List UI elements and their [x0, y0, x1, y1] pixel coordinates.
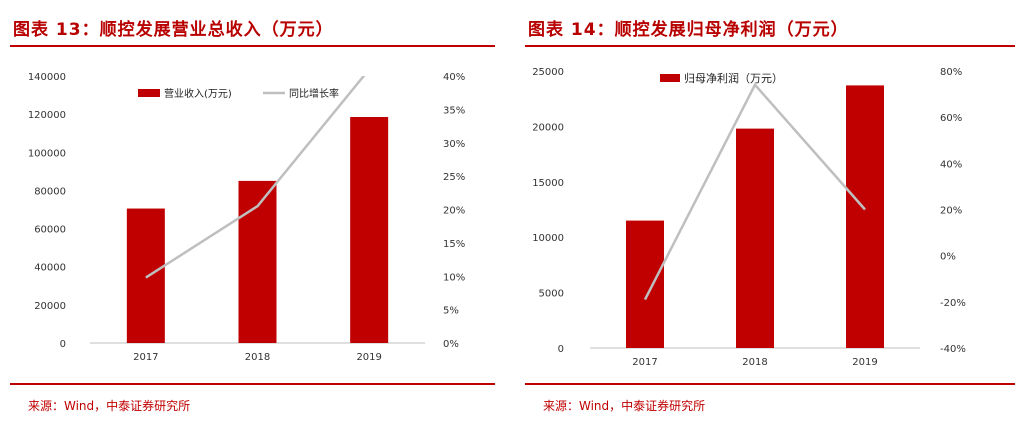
chart-title: 图表 14：顺控发展归母净利润（万元） [528, 20, 849, 40]
bar [846, 85, 884, 349]
title-divider [10, 45, 495, 47]
y-right-tick-label: 40% [443, 72, 465, 83]
y-right-tick-label: -40% [940, 344, 966, 355]
y-right-tick-label: -20% [940, 298, 966, 309]
y-right-tick-label: 30% [443, 139, 465, 150]
series-line [643, 82, 866, 301]
y-left-tick-label: 80000 [34, 186, 66, 197]
legend-label: 同比增长率 [289, 87, 339, 100]
x-tick-label: 2017 [133, 352, 158, 363]
chart-panel-right: 图表 14：顺控发展归母净利润（万元） 0 5000 10000 15000 20000… [515, 0, 1020, 427]
y-right-tick-label: 80% [940, 67, 962, 78]
y-right-tick-label: 10% [443, 272, 465, 283]
x-tick-label: 2019 [852, 357, 877, 368]
y-right-tick-label: 60% [940, 113, 962, 124]
legend-label: 营业收入(万元) [164, 87, 232, 100]
x-tick-label: 2017 [632, 357, 657, 368]
y-left-tick-label: 0 [60, 339, 66, 350]
legend-label: 归母净利润（万元） [684, 71, 783, 85]
chart-title: 图表 13：顺控发展营业总收入（万元） [13, 20, 334, 40]
y-right-tick-label: 20% [940, 206, 962, 217]
y-left-tick-label: 40000 [34, 263, 66, 274]
footer-divider [525, 383, 1015, 385]
x-tick-label: 2019 [356, 352, 381, 363]
y-left-tick-label: 20000 [532, 122, 564, 133]
y-left-tick-label: 100000 [28, 148, 66, 159]
y-left-tick-label: 60000 [34, 225, 66, 236]
y-right-tick-label: 0% [940, 252, 956, 263]
bar [238, 180, 277, 343]
y-right-tick-label: 0% [443, 339, 459, 350]
legend-swatch-bar [660, 74, 680, 82]
footer-divider [10, 383, 495, 385]
y-left-tick-label: 25000 [532, 67, 564, 78]
source-note: 来源：Wind，中泰证券研究所 [543, 399, 706, 413]
y-left-tick-label: 20000 [34, 301, 66, 312]
y-left-tick-label: 10000 [532, 233, 564, 244]
y-right-tick-label: 15% [443, 239, 465, 250]
x-tick-label: 2018 [245, 352, 270, 363]
y-right-tick-label: 20% [443, 206, 465, 217]
title-divider [525, 45, 1015, 47]
y-right-tick-label: 5% [443, 306, 459, 317]
source-note: 来源：Wind，中泰证券研究所 [28, 399, 191, 413]
y-left-tick-label: 140000 [28, 72, 66, 83]
chart-panel-left: 图表 13：顺控发展营业总收入（万元） 0 20000 40000 60000 8000… [0, 0, 500, 427]
net-profit-chart: 0 5000 10000 15000 20000 25000 -40% -20% 0% 20% 40… [532, 67, 966, 368]
y-right-tick-label: 35% [443, 105, 465, 116]
series-line [145, 76, 366, 279]
bar [626, 220, 664, 348]
x-tick-label: 2018 [742, 357, 767, 368]
bar [126, 208, 165, 343]
legend-swatch-bar [138, 89, 160, 97]
revenue-chart: 0 20000 40000 60000 80000 100000 120000 140000 0… [28, 72, 465, 363]
y-left-tick-label: 15000 [532, 178, 564, 189]
y-right-tick-label: 25% [443, 172, 465, 183]
y-left-tick-label: 120000 [28, 110, 66, 121]
bar [350, 117, 389, 343]
bar [736, 128, 774, 348]
y-right-tick-label: 40% [940, 159, 962, 170]
y-left-tick-label: 5000 [539, 289, 564, 300]
y-left-tick-label: 0 [558, 344, 564, 355]
